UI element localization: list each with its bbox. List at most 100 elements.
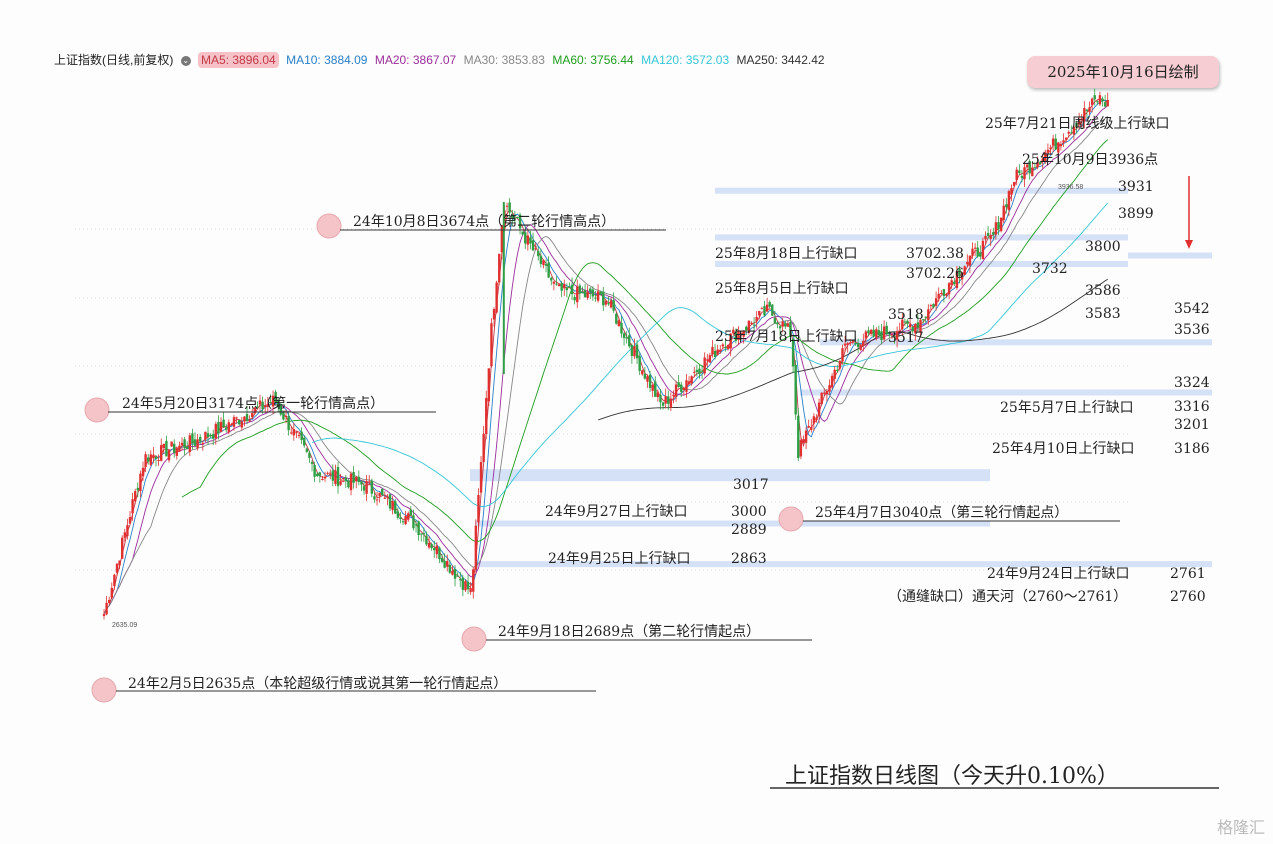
candle-body: [1051, 138, 1055, 146]
candle-body: [846, 343, 849, 345]
candle-body: [310, 461, 314, 464]
candle-body: [994, 222, 998, 235]
candle-body: [823, 392, 826, 394]
candle-body: [674, 384, 678, 397]
candle-body: [451, 570, 454, 575]
candle-body: [1041, 158, 1044, 162]
candle-body: [815, 417, 818, 421]
candle-body: [841, 348, 844, 362]
candle-body: [591, 289, 595, 297]
candle-body: [1036, 161, 1039, 168]
candle-body: [854, 343, 857, 345]
candle-body: [563, 284, 566, 289]
candle-body: [531, 240, 535, 251]
moving-average-lines: [103, 98, 1109, 615]
candle-body: [407, 513, 410, 520]
candle-body: [108, 599, 111, 603]
candle-body: [232, 417, 236, 427]
candle-body: [396, 511, 400, 518]
candle-body: [1025, 164, 1029, 168]
gap-band: [470, 469, 990, 482]
candle-body: [430, 544, 433, 549]
candle-body: [838, 360, 842, 369]
candle-body: [651, 384, 654, 391]
candle-body: [968, 255, 972, 266]
key-level-markers: [84, 213, 804, 703]
candle-body: [833, 369, 836, 379]
candle-body: [308, 452, 311, 459]
candle-body: [999, 217, 1003, 232]
candle-body: [765, 304, 769, 312]
level-3931: 3931: [1118, 179, 1154, 195]
candle-body: [911, 326, 914, 332]
gap-band: [715, 261, 1128, 268]
candle-body: [581, 292, 584, 294]
candle-body: [885, 325, 888, 335]
level-2863: 2863: [731, 551, 767, 567]
candle-body: [1085, 109, 1089, 111]
candle-body: [1101, 98, 1104, 102]
watermark-logo: 格隆汇: [1216, 820, 1265, 837]
candle-body: [297, 434, 301, 436]
candle-body: [667, 396, 670, 404]
candle-body: [334, 470, 337, 484]
candle-body: [895, 331, 899, 340]
candle-body: [856, 342, 860, 348]
candle-body: [776, 322, 779, 325]
candle-body: [459, 579, 462, 581]
candle-body: [435, 545, 439, 555]
candle-body: [199, 436, 202, 442]
candle-body: [914, 323, 917, 334]
candle-body: [664, 396, 667, 404]
candle-body: [394, 501, 397, 514]
candle-body: [669, 398, 673, 408]
candle-body: [365, 481, 368, 494]
gap-bands: [470, 187, 1212, 568]
candle-body: [768, 302, 771, 307]
annot-weekly-gap: 25年7月21日周线级上行缺口: [985, 116, 1170, 132]
candle-body: [521, 231, 524, 235]
candle-body: [633, 346, 636, 357]
candle-body: [1031, 167, 1034, 177]
candle-body: [851, 340, 855, 342]
marker-2024-05-20: [84, 397, 110, 423]
candle-body: [290, 432, 293, 434]
low-tag: 2635.09: [112, 622, 137, 629]
candle-body: [362, 486, 366, 491]
candle-body: [131, 499, 134, 514]
candle-body: [295, 432, 298, 434]
candle-body: [136, 487, 140, 491]
chevron-down-icon[interactable]: ⌄: [180, 55, 191, 66]
chart-title: 上证指数日线图（今天升0.10%）: [785, 764, 1119, 789]
candle-body: [274, 391, 277, 403]
candle-body: [560, 283, 563, 291]
high-tag: 3936.58: [1058, 184, 1083, 191]
candle-body: [212, 434, 215, 439]
gap-band: [820, 339, 1212, 346]
candle-body: [1020, 176, 1024, 178]
candle-body: [986, 233, 990, 236]
candle-body: [802, 439, 805, 444]
candle-body: [188, 435, 192, 453]
level-2760: 2760: [1170, 589, 1206, 605]
candle-body: [469, 587, 472, 593]
candle-body: [1083, 107, 1086, 122]
candle-body: [695, 369, 699, 373]
candle-body: [206, 433, 210, 438]
candle-body: [799, 440, 803, 457]
candle-body: [440, 557, 444, 562]
candle-body: [1049, 147, 1052, 150]
candle-body: [752, 324, 756, 326]
candle-body: [349, 473, 353, 491]
candle-body: [565, 287, 569, 291]
candle-body: [404, 515, 407, 524]
candle-body: [609, 300, 613, 308]
gap-label-0718: 25年7月18日上行缺口: [715, 329, 858, 345]
candle-body: [472, 569, 475, 592]
candle-body: [734, 331, 738, 341]
gap-label-tongtianhe: （通缝缺口）通天河（2760～2761）: [888, 589, 1127, 605]
candle-body: [482, 433, 485, 462]
candle-body: [360, 481, 363, 485]
candle-body: [329, 472, 332, 474]
candle-body: [243, 416, 246, 422]
